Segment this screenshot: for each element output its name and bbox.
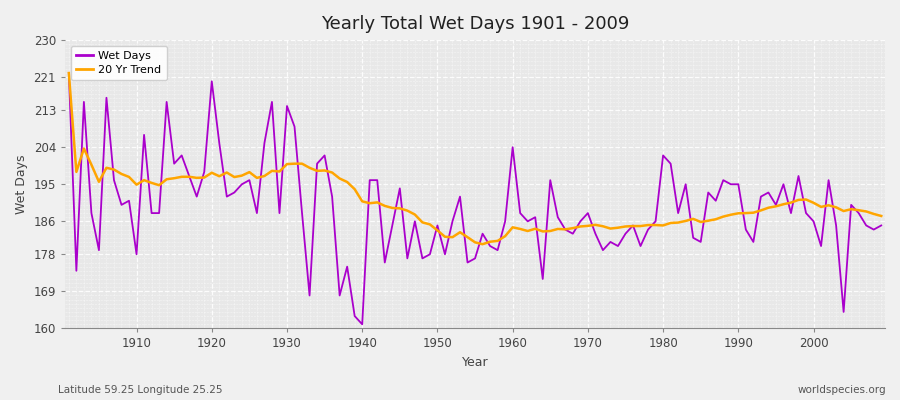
20 Yr Trend — [876, 214, 886, 218]
Title: Yearly Total Wet Days 1901 - 2009: Yearly Total Wet Days 1901 - 2009 — [321, 15, 629, 33]
Wet Days — [289, 124, 300, 129]
20 Yr Trend — [289, 161, 300, 166]
Line: 20 Yr Trend: 20 Yr Trend — [68, 73, 881, 244]
Wet Days — [605, 240, 616, 244]
20 Yr Trend — [508, 225, 518, 230]
20 Yr Trend — [334, 176, 345, 181]
Text: Latitude 59.25 Longitude 25.25: Latitude 59.25 Longitude 25.25 — [58, 385, 223, 395]
Wet Days — [334, 293, 345, 298]
20 Yr Trend — [477, 242, 488, 246]
Wet Days — [123, 198, 134, 203]
Wet Days — [515, 211, 526, 216]
Y-axis label: Wet Days: Wet Days — [15, 154, 28, 214]
20 Yr Trend — [605, 226, 616, 231]
Wet Days — [876, 223, 886, 228]
Line: Wet Days: Wet Days — [68, 73, 881, 324]
20 Yr Trend — [63, 71, 74, 76]
Wet Days — [508, 145, 518, 150]
Wet Days — [63, 71, 74, 76]
20 Yr Trend — [515, 226, 526, 231]
20 Yr Trend — [123, 174, 134, 179]
X-axis label: Year: Year — [462, 356, 489, 369]
Wet Days — [356, 322, 367, 327]
Legend: Wet Days, 20 Yr Trend: Wet Days, 20 Yr Trend — [70, 46, 167, 80]
Text: worldspecies.org: worldspecies.org — [798, 385, 886, 395]
